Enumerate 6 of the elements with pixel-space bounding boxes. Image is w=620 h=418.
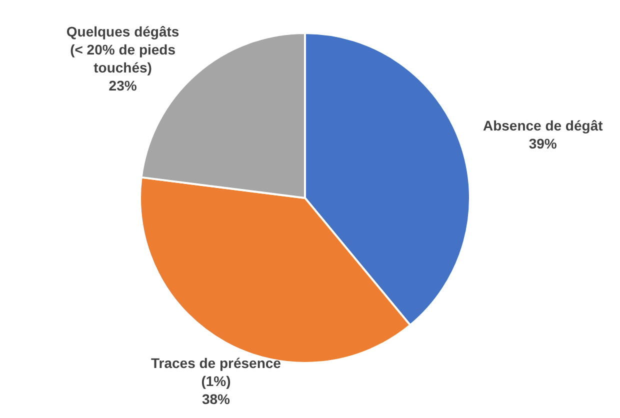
data-label: 23% [108, 77, 138, 94]
slice-label: Quelques dégâts (< 20% de pieds touchés) [66, 23, 180, 76]
slice-label: Absence de dégât [482, 117, 604, 134]
slice-label: Traces de présence (1%) [150, 354, 282, 389]
data-label: 38% [202, 390, 231, 407]
data-label: 39% [528, 135, 558, 152]
